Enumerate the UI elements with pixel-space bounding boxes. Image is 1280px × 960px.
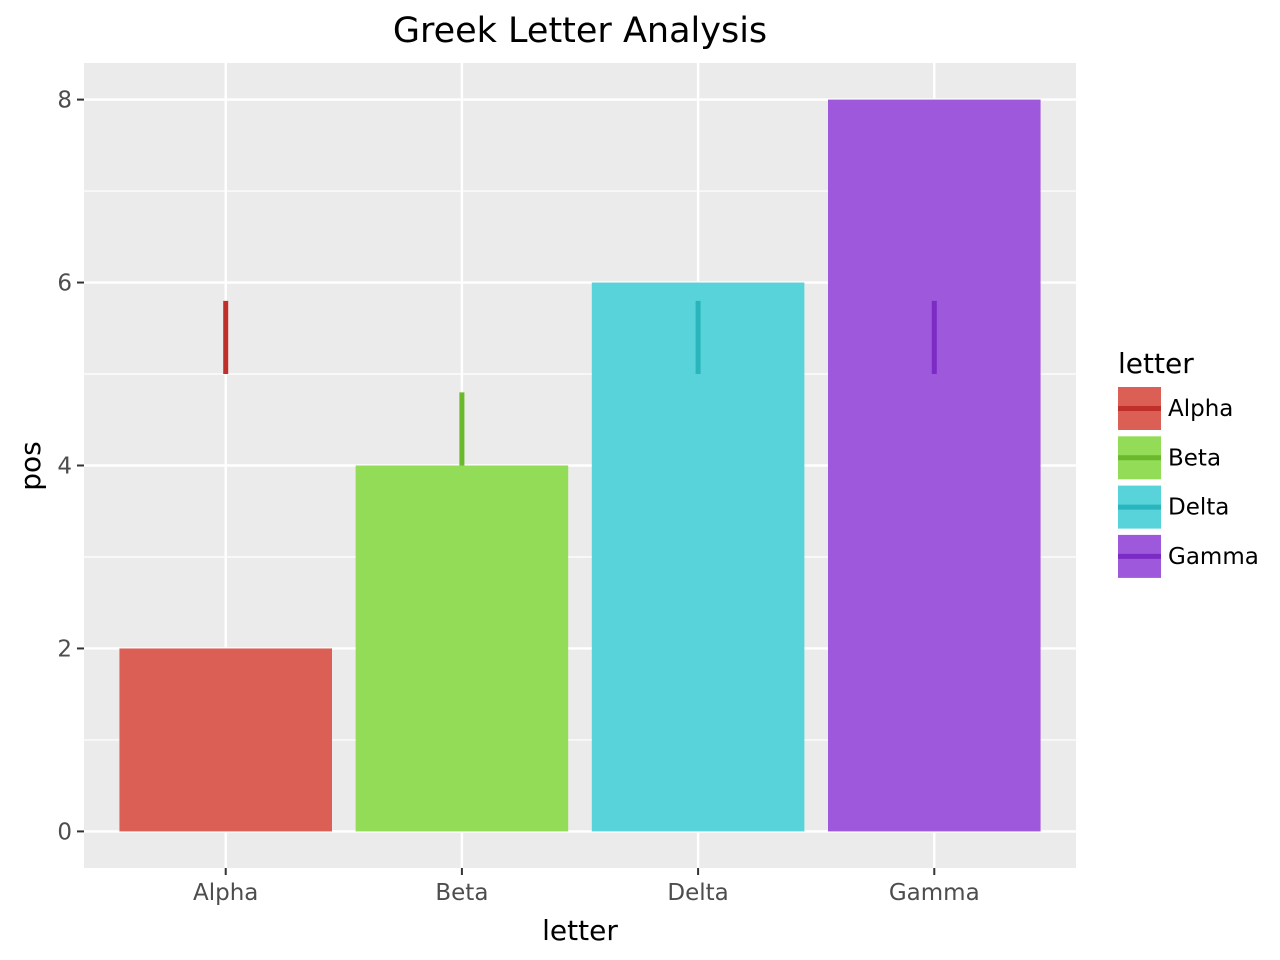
bar-gamma <box>828 99 1041 832</box>
chart-title: Greek Letter Analysis <box>393 11 767 51</box>
y-tick-label: 6 <box>57 271 72 297</box>
bar-alpha <box>119 648 332 832</box>
y-tick-label: 0 <box>57 819 72 845</box>
legend-label: Gamma <box>1168 544 1259 570</box>
legend-title: letter <box>1118 347 1194 380</box>
x-axis-title: letter <box>542 914 618 947</box>
x-axis: Alpha Beta Delta Gamma <box>193 868 980 906</box>
y-tick-label: 8 <box>57 88 72 114</box>
y-tick-label: 2 <box>57 636 72 662</box>
segments <box>223 300 937 466</box>
x-tick-label: Gamma <box>889 880 980 906</box>
legend: letter Alpha Beta Delta Gamma <box>1118 347 1259 578</box>
x-tick-label: Beta <box>435 880 488 906</box>
legend-label: Beta <box>1168 445 1221 471</box>
x-tick-label: Alpha <box>193 880 258 906</box>
y-axis: 0 2 4 6 8 <box>57 88 84 845</box>
y-axis-title: pos <box>14 441 47 491</box>
x-tick-label: Delta <box>667 880 728 906</box>
y-tick-label: 4 <box>57 454 72 480</box>
legend-label: Delta <box>1168 495 1229 521</box>
bar-beta <box>355 465 569 832</box>
legend-label: Alpha <box>1168 396 1233 422</box>
